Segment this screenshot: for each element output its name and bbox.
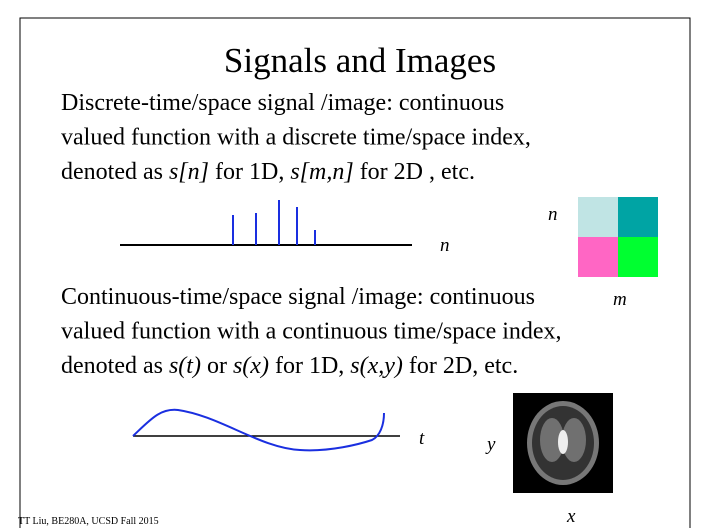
grid-row-label: n [548, 204, 558, 225]
text-line: valued function with a continuous time/s… [61, 319, 562, 345]
text-run: Continuous-time/space signal /image: con… [61, 284, 535, 310]
italic-run: s(x) [233, 353, 269, 379]
ventricle [558, 430, 568, 454]
text-run: denoted as [61, 353, 169, 379]
grid-col-label: m [613, 289, 627, 310]
image-y-label: y [485, 434, 496, 455]
pixel [618, 237, 658, 277]
pixel [578, 197, 618, 237]
pixel [578, 237, 618, 277]
text-line: valued function with a discrete time/spa… [61, 125, 531, 151]
axis-label: t [419, 428, 425, 449]
italic-run: s(x,y) [350, 353, 403, 379]
italic-run: s[m,n] [290, 159, 353, 185]
text-line: Discrete-time/space signal /image: conti… [61, 90, 504, 116]
text-run: for 2D, etc. [403, 353, 518, 379]
mri-image [513, 393, 613, 493]
text-line: denoted as s[n] for 1D, s[m,n] for 2D , … [61, 159, 475, 185]
text-run: denoted as [61, 159, 169, 185]
discrete-paragraph: Discrete-time/space signal /image: conti… [61, 90, 531, 185]
axis-label: n [440, 235, 450, 256]
italic-run: s(t) [169, 353, 201, 379]
text-run: for 1D, [269, 353, 350, 379]
pixel-grid [578, 197, 658, 277]
text-run: for 2D , etc. [354, 159, 475, 185]
italic-run: s[n] [169, 159, 209, 185]
text-run: for 1D, [209, 159, 290, 185]
pixel [618, 197, 658, 237]
text-run: valued function with a discrete time/spa… [61, 125, 531, 151]
text-run: or [201, 353, 233, 379]
image-x-label: x [566, 506, 576, 527]
footer: TT Liu, BE280A, UCSD Fall 2015 [18, 516, 159, 527]
text-line: denoted as s(t) or s(x) for 1D, s(x,y) f… [61, 353, 518, 379]
continuous-paragraph: Continuous-time/space signal /image: con… [61, 284, 562, 379]
slide: Signals and Images Discrete-time/space s… [0, 0, 706, 528]
text-run: valued function with a continuous time/s… [61, 319, 562, 345]
text-run: Discrete-time/space signal /image: conti… [61, 90, 504, 116]
title: Signals and Images [224, 41, 496, 80]
text-line: Continuous-time/space signal /image: con… [61, 284, 535, 310]
